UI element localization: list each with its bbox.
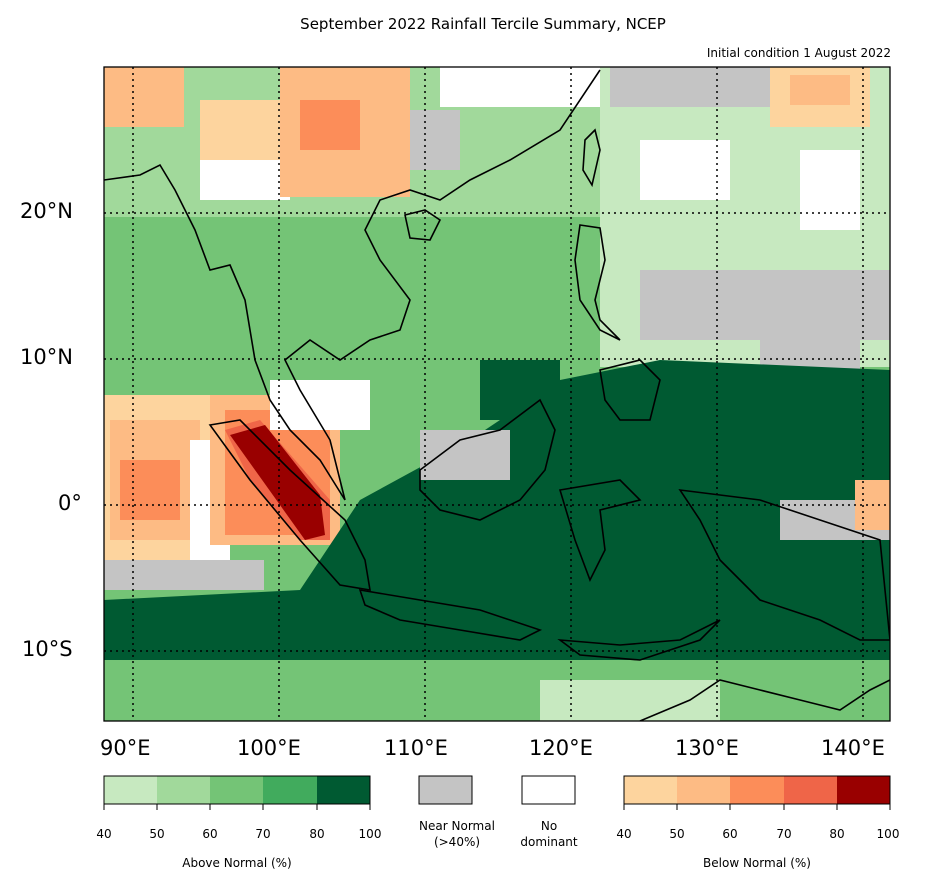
coast-new-guinea [678, 488, 890, 641]
field-w-grey [104, 560, 264, 590]
above-swatch-40 [104, 776, 157, 804]
above-swatch-70 [263, 776, 317, 804]
coast-borneo [419, 398, 556, 521]
field-ne-white-2 [800, 150, 860, 230]
field-nw-below-4 [200, 100, 280, 160]
field-sumatra-white [270, 380, 370, 430]
coast-sumatra [208, 419, 371, 591]
lon-label-120e: 120°E [529, 736, 593, 760]
above-bar-frame [103, 775, 371, 805]
below-normal-label: Below Normal (%) [703, 856, 811, 870]
below-tick-70: 70 [776, 827, 792, 841]
near-normal-label: Near Normal (>40%) [419, 819, 495, 849]
field-nw-below-3 [300, 100, 360, 150]
coast-luzon [574, 224, 621, 341]
map-frame [103, 66, 891, 722]
map-subtitle: Initial condition 1 August 2022 [706, 46, 891, 60]
field-ne-grey-1 [640, 270, 890, 340]
below-tick-100: 100 [876, 827, 900, 841]
field-ne-grey-2 [760, 340, 860, 370]
lon-label-130e: 130°E [675, 736, 739, 760]
coastlines [104, 69, 890, 721]
above-tick-40: 40 [96, 827, 112, 841]
legend-above-normal-bar [103, 775, 371, 805]
below-tick-40: 40 [616, 827, 632, 841]
lat-label-10n: 10°N [20, 345, 73, 369]
coast-java [358, 588, 543, 641]
field-ne-white-3 [440, 67, 600, 107]
coast-lesser-sunda [557, 619, 721, 661]
field-ne-grey-3 [610, 67, 770, 107]
below-bar-frame [623, 775, 891, 805]
field-sumatra-below-4 [230, 425, 325, 540]
above-swatch-50 [157, 776, 210, 804]
lon-label-90e: 90°E [100, 736, 151, 760]
field-ne-white-1 [640, 140, 730, 200]
above-tick-100: 100 [358, 827, 382, 841]
above-swatch-60 [210, 776, 263, 804]
field-n-white [200, 160, 290, 200]
lon-label-100e: 100°E [237, 736, 301, 760]
field-indonesia-dark [104, 360, 890, 721]
gridlines [104, 67, 890, 721]
coast-mainland [104, 69, 601, 501]
lat-label-0: 0° [58, 491, 82, 515]
below-swatch-60 [730, 776, 784, 804]
lon-label-110e: 110°E [384, 736, 448, 760]
field-w-below-3 [120, 460, 180, 520]
no-dominant-label: No dominant [520, 819, 578, 849]
below-tick-60: 60 [722, 827, 738, 841]
field-ph-dark [480, 360, 560, 420]
coast-australia [639, 679, 890, 721]
near-normal-swatch [418, 775, 473, 805]
colorbar-ticks [103, 804, 891, 810]
above-swatch-80 [317, 776, 370, 804]
below-tick-50: 50 [669, 827, 685, 841]
above-tick-50: 50 [149, 827, 165, 841]
coast-hainan [404, 209, 442, 241]
above-tick-80: 80 [309, 827, 325, 841]
field-nw-below-1 [104, 67, 184, 127]
rainfall-field [104, 67, 890, 721]
no-dominant-swatch [521, 775, 576, 805]
above-tick-60: 60 [202, 827, 218, 841]
below-swatch-40 [624, 776, 677, 804]
field-s-medium [104, 660, 890, 721]
field-ne-below-2 [790, 75, 850, 105]
above-normal-label: Above Normal (%) [182, 856, 292, 870]
field-borneo-grey [420, 430, 510, 480]
field-s-light [540, 680, 720, 721]
below-swatch-80 [837, 776, 890, 804]
coast-mindanao [599, 359, 661, 421]
coast-sulawesi [558, 479, 642, 582]
below-tick-80: 80 [829, 827, 845, 841]
below-swatch-70 [784, 776, 837, 804]
above-tick-70: 70 [255, 827, 271, 841]
lon-label-140e: 140°E [821, 736, 885, 760]
map-title: September 2022 Rainfall Tercile Summary,… [300, 15, 666, 33]
lat-label-20n: 20°N [20, 199, 73, 223]
below-swatch-50 [677, 776, 730, 804]
lat-label-10s: 10°S [22, 637, 73, 661]
coast-taiwan [582, 128, 601, 188]
legend-below-normal-bar [623, 775, 891, 805]
